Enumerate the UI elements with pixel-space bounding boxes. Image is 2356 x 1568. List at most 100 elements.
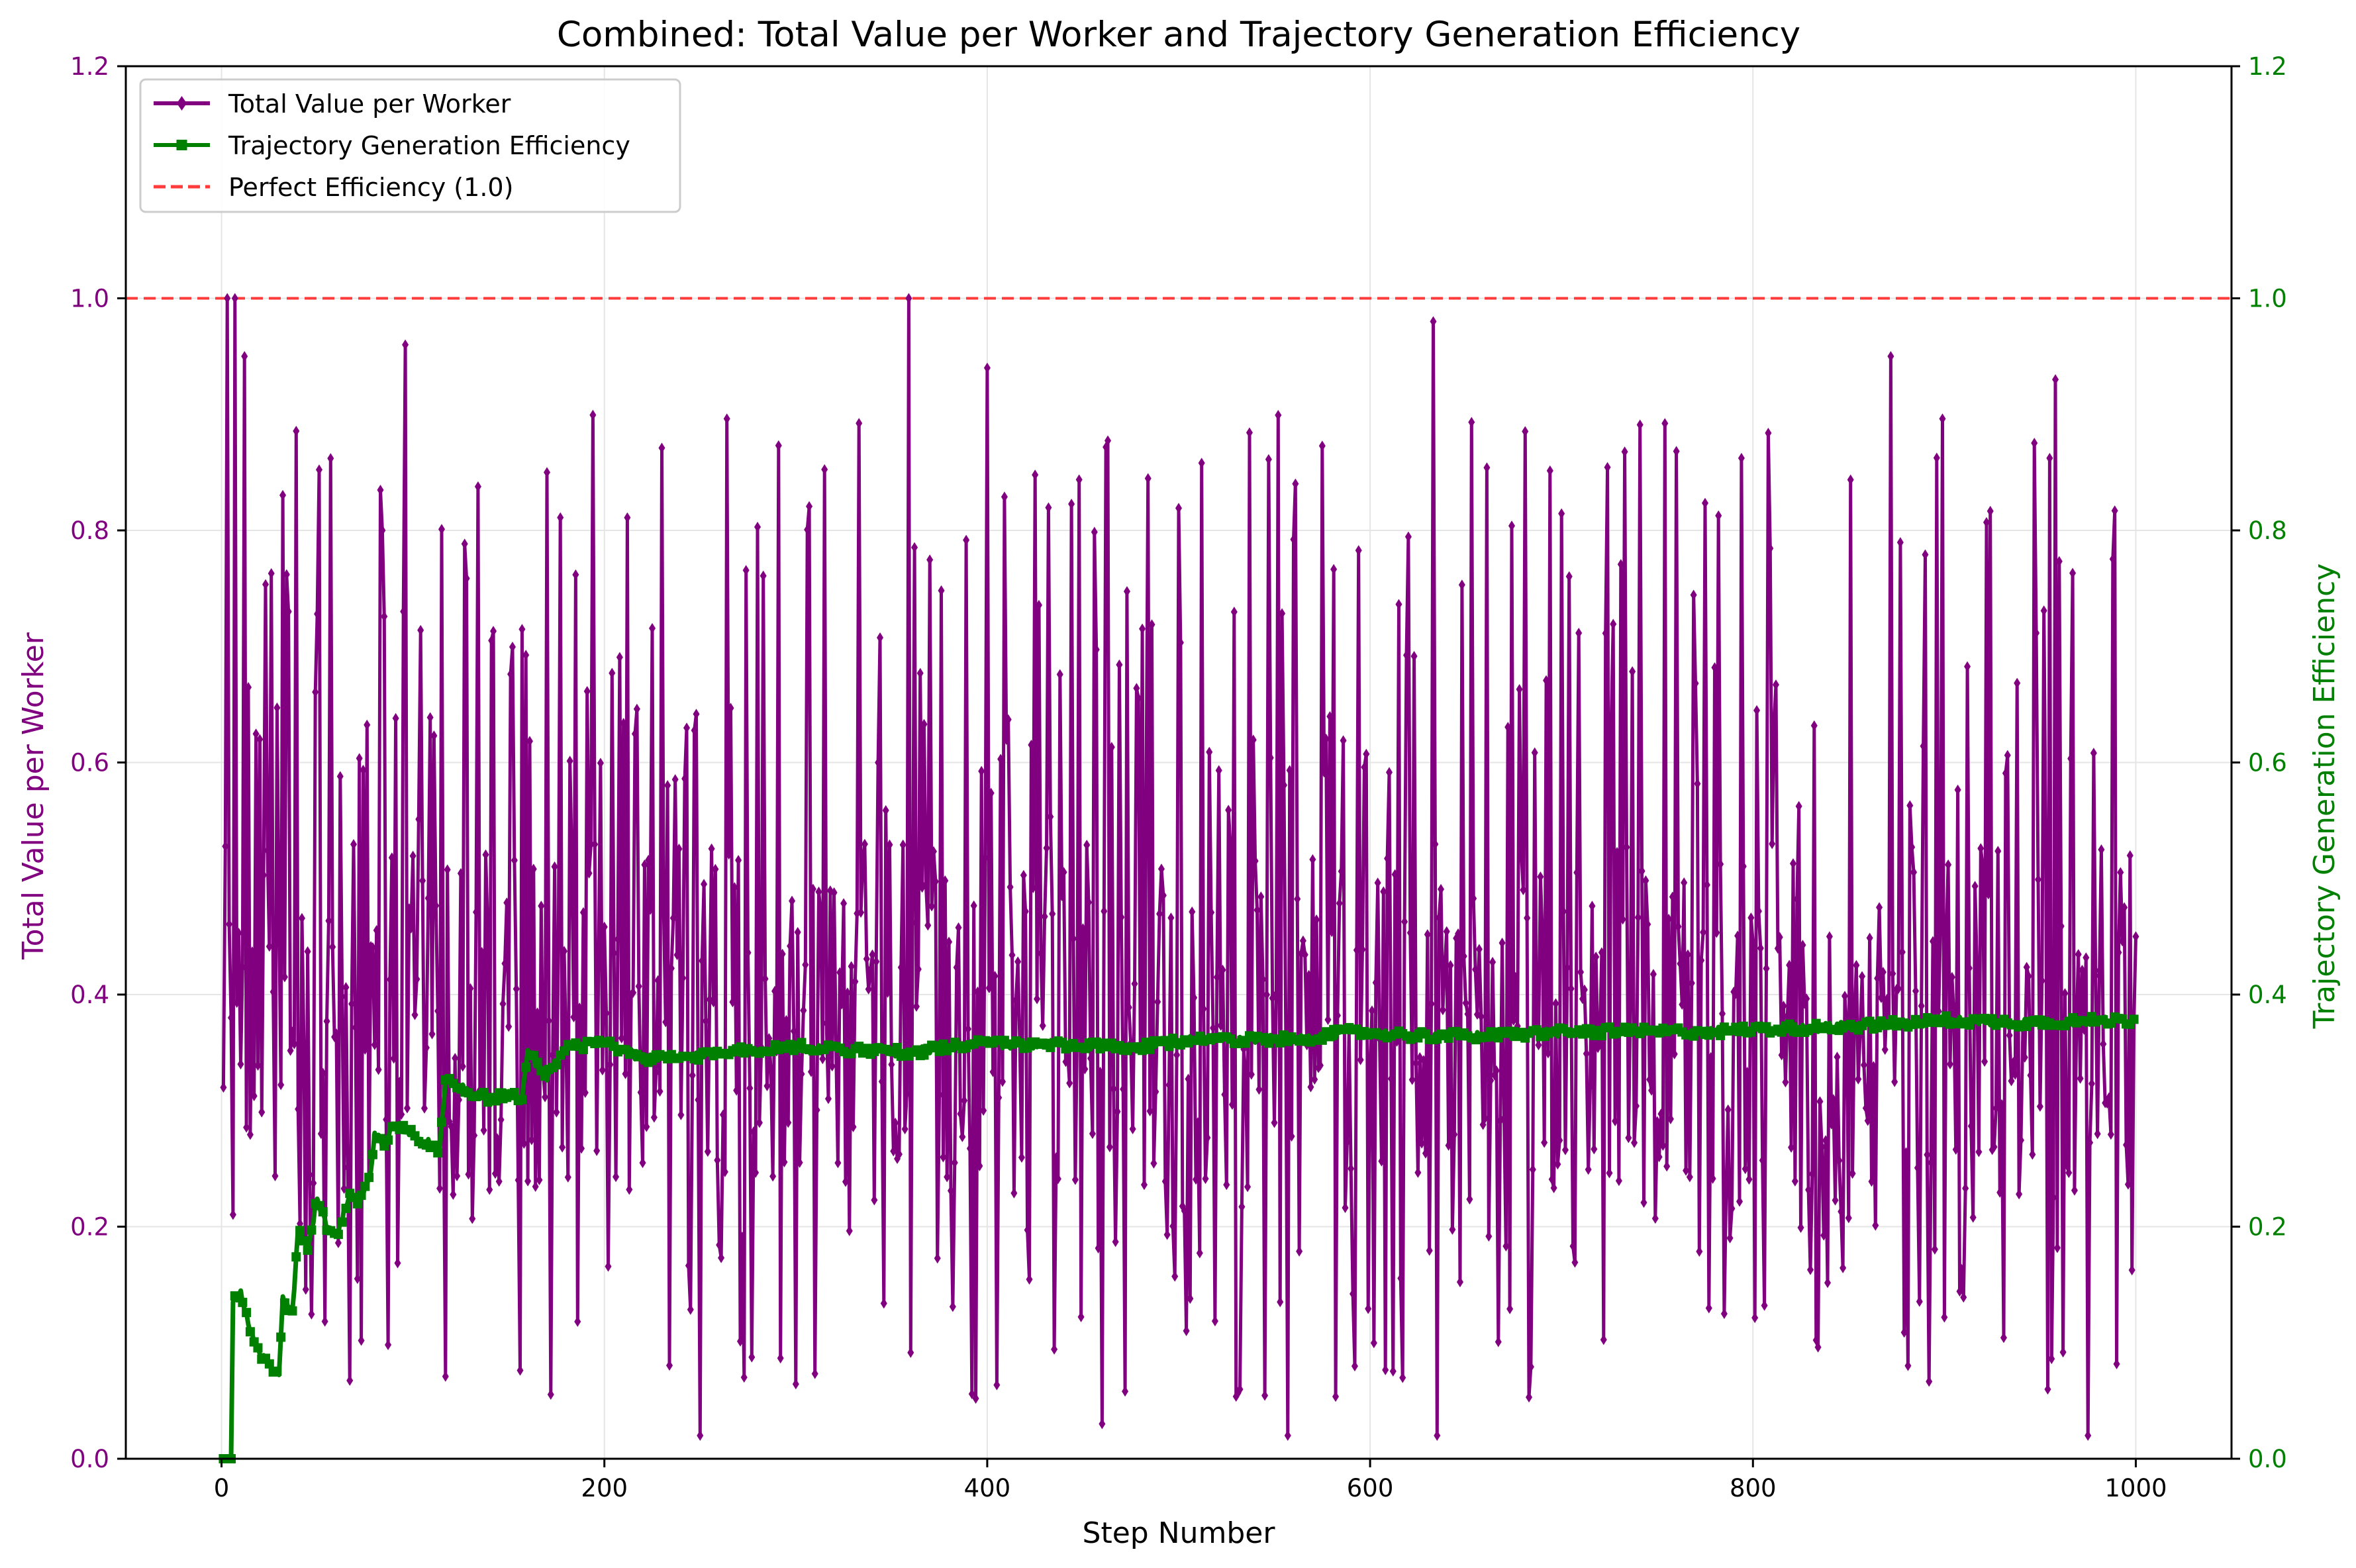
data-point-value [1849,1168,1856,1179]
data-point-value [817,906,824,917]
data-point-value [702,1016,709,1027]
data-point-value [2085,1430,2092,1441]
data-point-value [2055,556,2063,567]
data-point-value [2088,1078,2095,1089]
data-point-value [1370,1338,1377,1349]
data-point-value [471,1130,478,1141]
data-point-value [572,569,579,580]
data-point-efficiency [509,1087,519,1097]
data-point-value [1030,882,1037,893]
data-point-value [513,983,520,995]
data-point-value [1587,1081,1594,1092]
data-point-value [1464,1008,1471,1020]
data-point-value [354,1273,361,1285]
data-point-value [1236,1384,1244,1395]
data-point-value [1891,1076,1898,1087]
data-point-value [444,864,451,875]
data-point-value [587,838,595,850]
data-point-value [955,922,962,933]
data-point-efficiency [578,1045,588,1055]
data-point-value [1908,842,1916,853]
data-point-value [1123,586,1130,597]
y-right-tick-label: 1.0 [2248,285,2287,313]
data-point-value [669,912,677,924]
data-point-value [1788,1142,1795,1153]
data-point-value [593,1145,601,1156]
data-point-value [794,926,801,938]
data-point-value [681,773,689,784]
data-point-value [1041,911,1048,922]
data-point-value [457,868,464,879]
series-markers-total-value [220,293,2139,1441]
data-point-value [526,736,533,747]
data-point-value [613,1171,620,1183]
data-point-value [1935,1006,1942,1017]
data-point-value [679,972,687,983]
data-point-value [1612,1115,1619,1126]
data-point-value [859,854,866,865]
data-point-value [693,709,700,720]
data-point-value [983,362,991,373]
data-point-value [1931,1244,1938,1255]
data-point-value [262,579,270,590]
data-point-value [1876,902,1883,913]
data-point-value [1803,993,1810,1004]
data-point-efficiency [1325,1032,1335,1042]
data-point-value [1165,1079,1173,1091]
data-point-value [579,906,587,918]
data-point-value [1979,859,1987,871]
data-point-value [938,585,945,596]
data-point-value [951,1157,958,1168]
data-point-value [811,1368,818,1379]
data-point-value [1336,898,1343,909]
data-point-value [1288,1131,1295,1142]
data-point-value [1638,865,1645,877]
data-point-value [1382,1364,1389,1375]
data-point-value [645,854,652,865]
data-point-value [509,641,516,652]
data-point-value [1424,929,1431,940]
data-point-value [1529,1164,1536,1175]
data-point-value [1368,1005,1375,1016]
data-point-value [985,983,993,994]
data-point-value [381,611,388,622]
data-point-value [683,722,691,734]
data-point-value [1990,1142,1998,1153]
data-point-value [909,917,916,928]
data-point-value [1902,1147,1910,1158]
data-point-value [1604,462,1611,473]
data-point-value [1068,499,1075,510]
data-point-value [553,1106,560,1118]
data-point-value [250,1091,258,1102]
data-point-value [671,774,679,785]
y-left-tick-label: 1.0 [70,285,109,313]
data-point-value [557,512,564,523]
data-point-value [691,725,698,736]
data-point-value [727,703,734,714]
data-point-efficiency [360,1181,370,1191]
data-point-value [561,946,568,957]
data-point-value [1816,1096,1824,1107]
data-point-value [1992,1102,2000,1114]
data-point-value [1307,1081,1314,1093]
data-point-value [248,946,256,957]
data-point-value [1653,1116,1661,1127]
data-point-value [1408,1074,1416,1085]
data-point-efficiency [429,1140,439,1150]
data-point-value [959,1131,966,1142]
data-point-value [1948,971,1955,983]
data-point-value [1910,867,1918,878]
data-point-value [1255,1084,1263,1095]
data-point-value [1129,1124,1136,1135]
data-point-value [789,895,796,906]
data-point-value [2023,961,2030,973]
data-point-value [369,942,376,953]
data-point-value [886,839,893,850]
data-point-value [574,1316,581,1327]
data-point-value [1615,1175,1622,1187]
data-point-value [1853,959,1860,971]
data-point-value [1248,1069,1255,1080]
data-point-value [275,902,283,913]
data-point-value [1745,1174,1753,1185]
data-point-value [1193,1174,1200,1185]
